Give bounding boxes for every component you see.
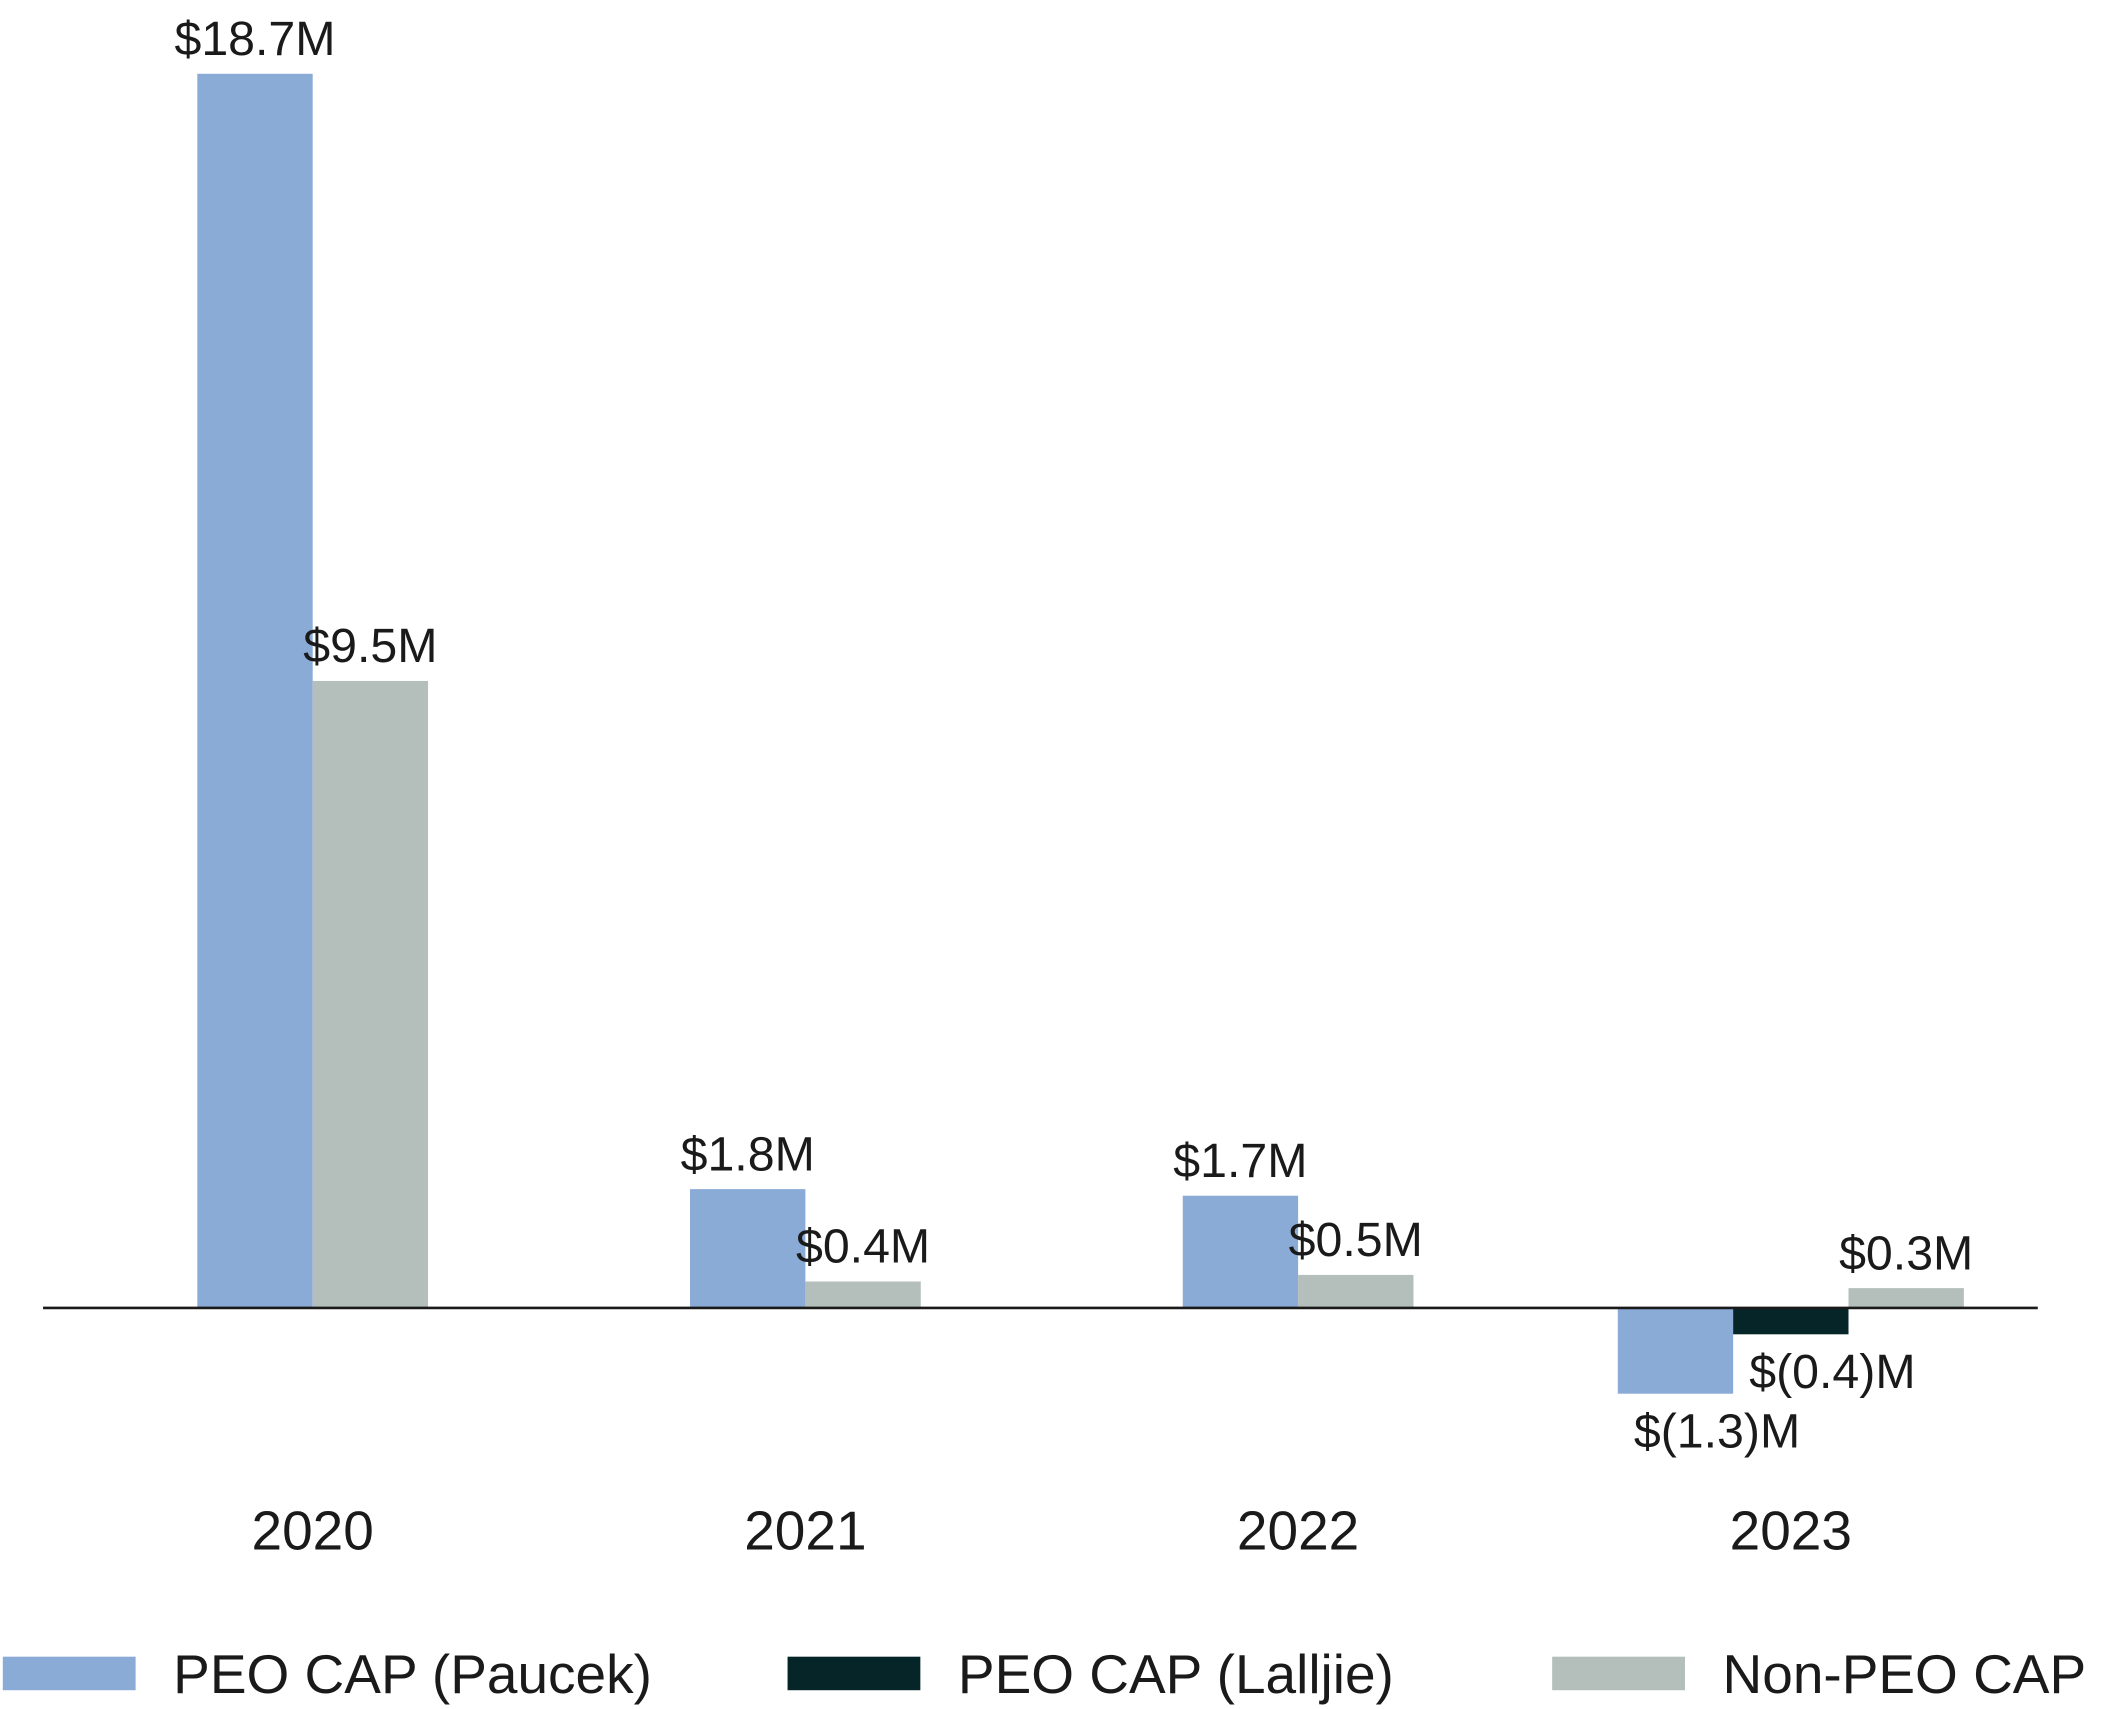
x-tick-label: 2021 xyxy=(744,1499,866,1561)
bar xyxy=(690,1189,806,1308)
value-label: $1.7M xyxy=(1173,1134,1307,1188)
value-label: $1.8M xyxy=(681,1127,815,1181)
x-tick-label: 2022 xyxy=(1237,1499,1359,1561)
bar xyxy=(312,680,429,1308)
legend-label: PEO CAP (Lalljie) xyxy=(958,1643,1394,1705)
x-tick-label: 2020 xyxy=(252,1499,374,1561)
legend-label: PEO CAP (Paucek) xyxy=(173,1643,652,1705)
bar xyxy=(805,1281,921,1308)
bar xyxy=(1617,1307,1734,1394)
legend-swatch xyxy=(787,1656,921,1691)
legend-swatch xyxy=(2,1656,136,1691)
value-label: $0.3M xyxy=(1839,1226,1973,1280)
value-label: $(1.3)M xyxy=(1634,1404,1800,1458)
value-label: $0.4M xyxy=(796,1220,930,1274)
value-label: $9.5M xyxy=(303,619,437,673)
bar xyxy=(1298,1274,1414,1308)
legend-label: Non-PEO CAP xyxy=(1723,1643,2087,1705)
value-label: $(0.4)M xyxy=(1749,1345,1915,1399)
bar xyxy=(1182,1195,1299,1308)
x-tick-label: 2023 xyxy=(1730,1499,1852,1561)
legend-swatch xyxy=(1552,1656,1685,1691)
bar xyxy=(197,73,313,1308)
bar xyxy=(1848,1288,1964,1308)
value-label: $18.7M xyxy=(174,12,335,66)
bar xyxy=(1733,1307,1849,1335)
value-label: $0.5M xyxy=(1289,1213,1423,1267)
